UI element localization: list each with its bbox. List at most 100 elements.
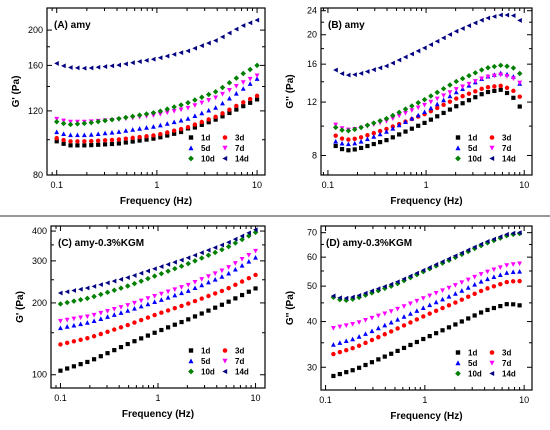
data-point [441,102,446,108]
data-point [253,272,258,278]
data-point [433,308,439,314]
data-point [491,237,497,244]
data-point [465,277,471,283]
data-point [504,74,510,79]
data-point [333,138,339,144]
data-point [178,102,184,108]
data-point [158,270,165,277]
x-tick-label: 1 [424,180,429,190]
data-point [375,313,381,319]
data-point [491,267,497,273]
data-point [78,315,84,321]
data-point [478,279,484,284]
data-point [371,134,377,139]
y-tick-label: 70 [307,228,317,238]
data-point [441,110,446,116]
data-point [453,89,459,95]
data-point [88,119,94,126]
data-point [408,301,413,307]
data-point [517,269,523,274]
x-axis-label: Frequency (Hz) [122,409,194,420]
data-point [171,119,177,125]
data-point [206,40,211,46]
data-point [118,305,124,310]
x-tick-label: 0.1 [54,393,67,403]
series-10d [57,229,259,307]
data-point [352,147,357,152]
data-point [58,368,63,373]
data-point [396,57,402,63]
data-point [192,285,198,291]
data-point [123,61,128,67]
data-point [179,319,184,325]
data-point [145,301,151,307]
y-tick-label: 300 [32,256,47,266]
data-point [124,283,131,289]
data-point [158,135,163,140]
data-point [330,294,337,301]
data-point [213,38,218,43]
data-point [434,89,440,96]
data-point [130,127,136,132]
y-tick-label: 40 [307,317,317,327]
y-tick-label: 60 [307,252,317,262]
data-point [212,291,218,296]
data-point [68,132,73,138]
data-point [220,100,225,106]
data-point [350,368,355,373]
data-point [428,93,434,99]
data-point [199,94,205,100]
data-point [206,107,212,113]
data-point [459,251,465,258]
data-point [330,325,336,331]
legend-label: 5d [468,359,477,368]
data-point [213,95,219,101]
data-point [363,340,368,346]
data-point [435,105,440,111]
data-point [171,108,177,114]
data-point [199,282,205,288]
data-point [253,254,258,260]
data-point [78,321,84,327]
data-point [390,112,396,119]
data-point [388,309,394,314]
y-tick-label: 50 [307,281,317,291]
data-point [498,72,504,78]
series-3d [331,278,522,357]
data-point [132,306,137,311]
data-point [352,140,358,146]
data-point [375,325,381,331]
data-point [358,145,364,151]
data-point [465,247,471,253]
data-point [253,227,258,233]
series-5d [58,254,258,331]
data-point [356,294,362,301]
data-point [71,288,77,293]
data-point [441,97,446,103]
data-point [109,141,115,147]
data-point [84,314,90,320]
legend: 1d 3d 5d 7d 10d 14d [452,130,526,167]
data-point [178,107,184,113]
legend-label: 1d [201,347,210,356]
data-point [186,317,191,322]
data-point [382,332,387,337]
data-point [240,70,246,77]
data-point [239,236,245,243]
data-point [233,296,238,301]
data-point [158,291,164,297]
data-point [116,129,122,134]
data-point [497,234,503,240]
data-point [246,289,251,294]
data-point [390,116,396,121]
data-point [504,231,509,237]
data-point [71,339,77,344]
data-point [384,138,389,143]
data-point [118,310,124,315]
data-point [98,282,103,288]
data-point [252,229,259,236]
data-point [408,320,413,325]
data-point [428,42,433,48]
legend-marker [188,155,194,162]
data-point [254,17,260,23]
